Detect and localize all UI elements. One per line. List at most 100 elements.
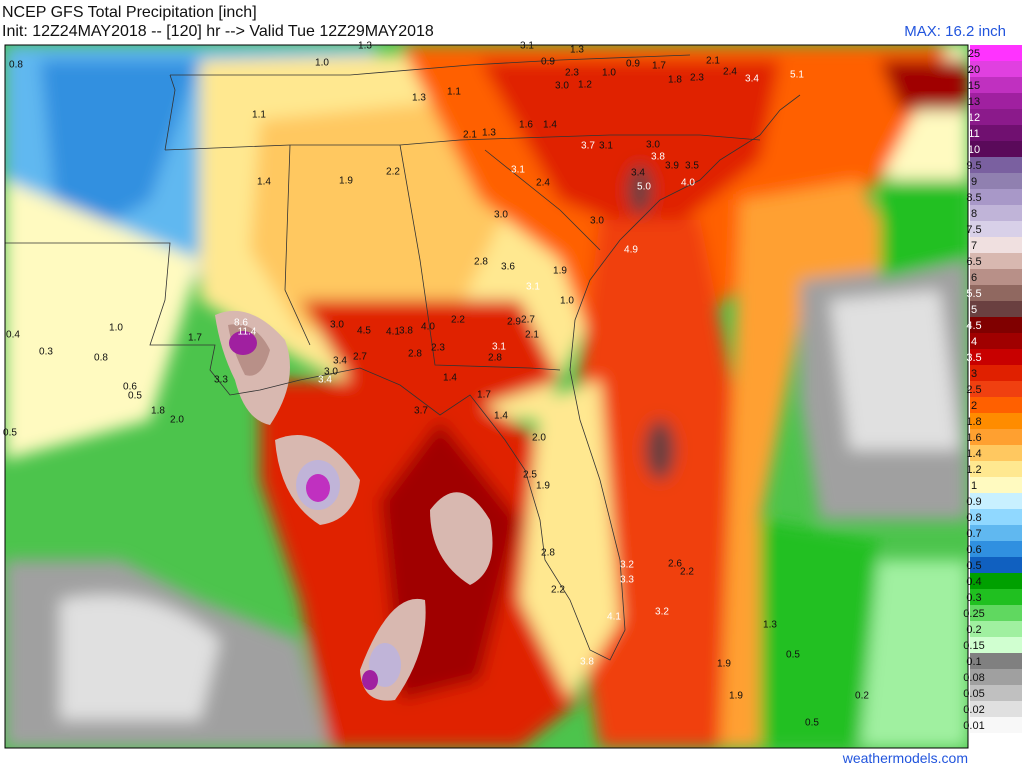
map-value-label: 1.9 [717, 659, 731, 670]
map-value-label: 2.7 [353, 352, 367, 363]
colorbar-swatch [970, 413, 1022, 429]
colorbar-label: 13 [968, 96, 980, 108]
colorbar-swatch [970, 269, 1022, 285]
title: NCEP GFS Total Precipitation [inch] [2, 4, 257, 21]
colorbar-label: 6.5 [966, 256, 981, 268]
map-value-label: 3.6 [501, 262, 515, 273]
map-value-label: 1.7 [477, 390, 491, 401]
colorbar-swatch [970, 45, 1022, 61]
colorbar-label: 0.3 [966, 592, 981, 604]
colorbar-label: 6 [971, 272, 977, 284]
colorbar-label: 9 [971, 176, 977, 188]
map-value-label: 2.7 [521, 315, 535, 326]
colorbar-label: 11 [968, 128, 979, 140]
colorbar-swatch [970, 141, 1022, 157]
colorbar-label: 1.8 [966, 416, 981, 428]
map-value-label: 1.9 [553, 266, 567, 277]
map-value-label: 1.9 [536, 481, 550, 492]
map-value-label: 2.8 [408, 349, 422, 360]
colorbar-swatch [970, 557, 1022, 573]
colorbar-swatch [970, 317, 1022, 333]
map-value-label: 3.0 [555, 81, 569, 92]
map-value-label: 2.0 [170, 415, 184, 426]
colorbar-label: 5.5 [966, 288, 981, 300]
map-value-label: 2.8 [541, 548, 555, 559]
colorbar-label: 8 [971, 208, 977, 220]
map-value-label: 3.8 [399, 326, 413, 337]
map-value-label: 1.4 [543, 120, 557, 131]
map-value-label: 2.8 [474, 257, 488, 268]
colorbar-swatch [970, 93, 1022, 109]
map-value-label: 4.1 [386, 327, 400, 338]
colorbar-label: 0.5 [966, 560, 981, 572]
colorbar-swatch [970, 637, 1022, 653]
map-value-label: 3.1 [511, 165, 525, 176]
colorbar-label: 0.08 [963, 672, 984, 684]
map-value-label: 1.7 [188, 333, 202, 344]
colorbar-label: 0.02 [963, 704, 984, 716]
colorbar-label: 3.5 [966, 352, 981, 364]
map-value-label: 1.4 [257, 177, 271, 188]
colorbar-label: 0.9 [966, 496, 981, 508]
map-value-label: 2.2 [386, 167, 400, 178]
map-value-label: 0.5 [805, 718, 819, 729]
colorbar-label: 3 [971, 368, 977, 380]
map-value-label: 1.7 [652, 61, 666, 72]
colorbar-swatch [970, 589, 1022, 605]
map-value-label: 3.0 [494, 210, 508, 221]
map-value-label: 3.7 [414, 406, 428, 417]
colorbar-swatch [970, 429, 1022, 445]
map-value-label: 2.2 [551, 585, 565, 596]
map-value-label: 4.1 [607, 612, 621, 623]
colorbar-label: 0.01 [963, 720, 984, 732]
colorbar-swatch [970, 349, 1022, 365]
map-value-label: 0.8 [9, 60, 23, 71]
map-value-label: 0.5 [128, 391, 142, 402]
colorbar-swatch [970, 173, 1022, 189]
colorbar-swatch [970, 237, 1022, 253]
map-value-label: 1.3 [412, 93, 426, 104]
map-value-label: 3.0 [330, 320, 344, 331]
map-value-label: 1.8 [151, 406, 165, 417]
map-value-label: 2.2 [680, 567, 694, 578]
colorbar-swatch [970, 573, 1022, 589]
map-value-label: 3.5 [685, 161, 699, 172]
map-value-label: 1.9 [339, 176, 353, 187]
map-value-label: 2.8 [488, 353, 502, 364]
map-value-label: 3.1 [526, 282, 540, 293]
map-value-label: 3.4 [333, 356, 347, 367]
map-value-label: 5.0 [637, 182, 651, 193]
map-value-label: 4.0 [421, 322, 435, 333]
map-value-label: 1.0 [315, 58, 329, 69]
map-value-label: 3.1 [520, 41, 534, 52]
map-value-label: 1.6 [519, 120, 533, 131]
colorbar-swatch [970, 301, 1022, 317]
colorbar-label: 0.2 [966, 624, 981, 636]
colorbar-swatch [970, 205, 1022, 221]
map-value-label: 3.4 [745, 74, 759, 85]
map-value-label: 1.3 [358, 41, 372, 52]
colorbar-swatch [970, 493, 1022, 509]
colorbar-label: 0.6 [966, 544, 981, 556]
map-value-label: 1.0 [109, 323, 123, 334]
map-value-label: 2.1 [463, 130, 477, 141]
footer: weathermodels.com [842, 750, 968, 766]
colorbar-swatch [970, 397, 1022, 413]
colorbar-label: 2.5 [966, 384, 981, 396]
colorbar-swatch [970, 365, 1022, 381]
map-value-label: 2.1 [706, 56, 720, 67]
map-value-label: 2.0 [532, 433, 546, 444]
colorbar-label: 2 [971, 400, 977, 412]
map-value-label: 3.0 [646, 140, 660, 151]
map-value-label: 1.3 [570, 45, 584, 56]
map-value-label: 3.3 [214, 375, 228, 386]
colorbar-label: 7.5 [966, 224, 981, 236]
colorbar-swatch [970, 525, 1022, 541]
map-value-label: 1.3 [482, 128, 496, 139]
map-value-label: 1.8 [668, 75, 682, 86]
colorbar-swatch [970, 77, 1022, 93]
colorbar-swatch [970, 61, 1022, 77]
colorbar-swatch [970, 333, 1022, 349]
colorbar-label: 1.4 [966, 448, 981, 460]
